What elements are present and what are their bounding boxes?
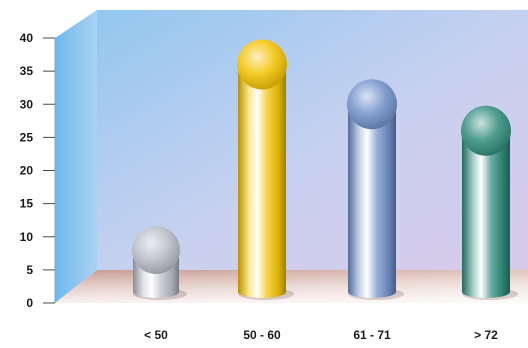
y-tick-label: 20: [20, 164, 34, 178]
x-category-label: < 50: [144, 328, 168, 342]
bar-cap: [461, 105, 511, 156]
y-axis-ticks: 0 5 10 15 20 25 30 35 40: [20, 31, 55, 310]
y-tick-label: 35: [20, 64, 34, 78]
back-wall: [97, 10, 528, 270]
x-category-label: 50 - 60: [243, 328, 281, 342]
bar-cap: [347, 79, 397, 130]
y-tick-label: 30: [20, 97, 34, 111]
bar-body: [238, 64, 286, 298]
y-tick-label: 15: [20, 197, 34, 211]
x-category-label: > 72: [474, 328, 498, 342]
y-tick-label: 0: [26, 296, 33, 310]
bar-4: [461, 105, 518, 300]
y-tick-label: 40: [20, 31, 34, 45]
y-tick-label: 10: [20, 230, 34, 244]
side-wall: [55, 10, 97, 303]
bar-body: [462, 130, 510, 298]
bar-3: [347, 79, 404, 300]
bar-cap: [132, 226, 180, 274]
y-tick-label: 5: [26, 263, 33, 277]
bar-1: [132, 226, 187, 300]
bar-cap: [237, 39, 287, 90]
floor-fade: [55, 270, 528, 303]
bar-series: [132, 39, 518, 300]
bar-body: [348, 104, 396, 298]
y-tick-label: 25: [20, 130, 34, 144]
bar-2: [237, 39, 294, 300]
x-category-label: 61 - 71: [353, 328, 391, 342]
x-axis-labels: < 50 50 - 60 61 - 71 > 72: [144, 328, 498, 342]
